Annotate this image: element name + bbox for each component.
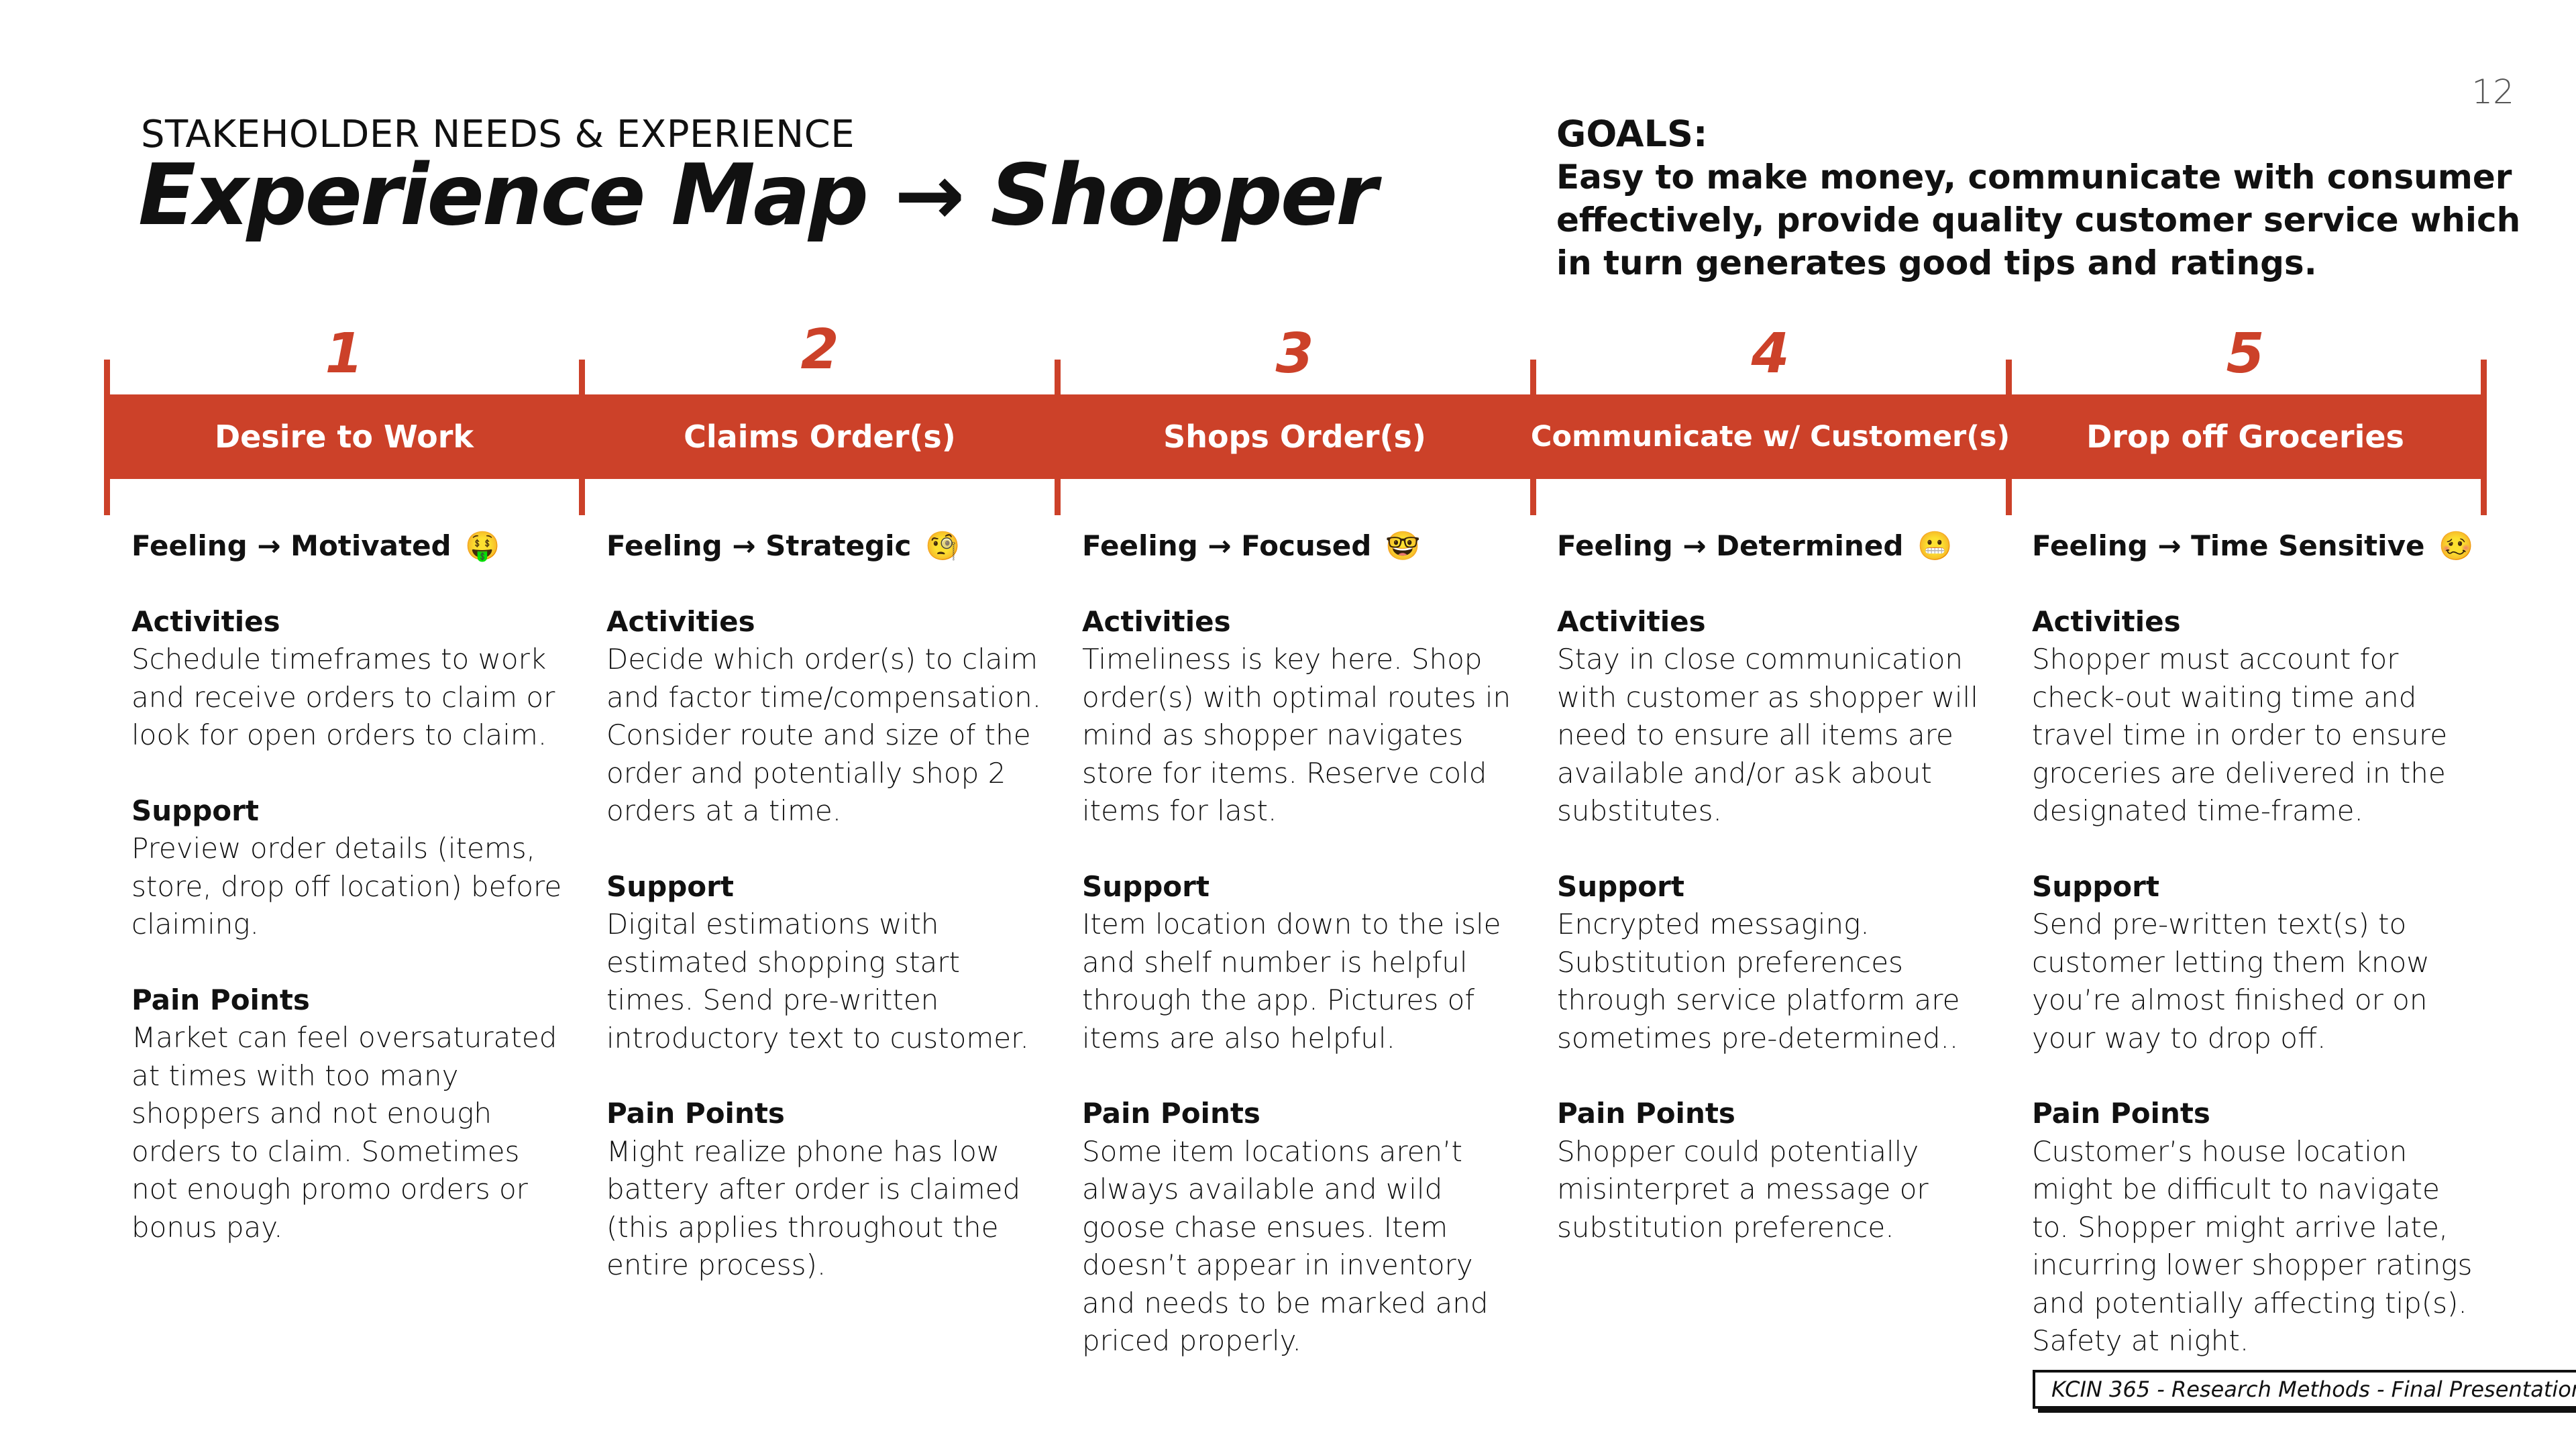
- activities-title: Activities: [131, 604, 280, 638]
- support-title: Support: [1557, 869, 1684, 903]
- goals-text: Easy to make money, communicate with con…: [1556, 158, 2521, 282]
- support-title: Support: [1082, 869, 1210, 903]
- feeling-line: Feeling → Determined 😬: [1557, 527, 2000, 566]
- woozy-face-emoji-icon: 🥴: [2438, 529, 2474, 562]
- step-label: Desire to Work: [214, 419, 474, 455]
- feeling-text: Feeling → Determined: [1557, 529, 1904, 562]
- feeling-line: Feeling → Strategic 🧐: [606, 527, 1049, 566]
- nerd-face-emoji-icon: 🤓: [1385, 529, 1421, 562]
- footer-course-label: KCIN 365 - Research Methods - Final Pres…: [2033, 1370, 2576, 1409]
- feeling-text: Feeling → Focused: [1082, 529, 1372, 562]
- money-face-emoji-icon: 🤑: [465, 529, 500, 562]
- step-number: 3: [1275, 322, 1314, 386]
- support-text: Preview order details (items, store, dro…: [131, 832, 562, 941]
- section-overline: STAKEHOLDER NEEDS & EXPERIENCE: [141, 113, 855, 156]
- step-column: Feeling → Focused 🤓 Activities Timelines…: [1082, 527, 1525, 1398]
- timeline-tick: [2481, 360, 2487, 515]
- support-text: Digital estimations with estimated shopp…: [606, 908, 1029, 1055]
- goals-block: GOALS: Easy to make money, communicate w…: [1556, 113, 2529, 284]
- pain-points-text: Market can feel oversaturated at times w…: [131, 1021, 557, 1244]
- feeling-text: Feeling → Motivated: [131, 529, 451, 562]
- grimacing-face-emoji-icon: 😬: [1917, 529, 1953, 562]
- feeling-text: Feeling → Time Sensitive: [2032, 529, 2425, 562]
- step-column: Feeling → Strategic 🧐 Activities Decide …: [606, 527, 1049, 1322]
- step-column: Feeling → Determined 😬 Activities Stay i…: [1557, 527, 2000, 1284]
- step-label: Shops Order(s): [1163, 419, 1426, 455]
- feeling-text: Feeling → Strategic: [606, 529, 912, 562]
- activities-text: Shopper must account for check-out waiti…: [2032, 643, 2448, 827]
- support-text: Encrypted messaging. Substitution prefer…: [1557, 908, 1960, 1055]
- activities-title: Activities: [1082, 604, 1231, 638]
- activities-text: Decide which order(s) to claim and facto…: [606, 643, 1042, 827]
- activities-text: Timeliness is key here. Shop order(s) wi…: [1082, 643, 1511, 827]
- activities-title: Activities: [1557, 604, 1706, 638]
- activities-title: Activities: [606, 604, 755, 638]
- step-number: 5: [2226, 322, 2265, 386]
- pain-points-text: Customer’s house location might be diffi…: [2032, 1134, 2473, 1358]
- pain-points-title: Pain Points: [606, 1097, 785, 1130]
- support-title: Support: [2032, 869, 2159, 903]
- step-column: Feeling → Motivated 🤑 Activities Schedul…: [131, 527, 574, 1284]
- activities-text: Stay in close communication with custome…: [1557, 643, 1978, 827]
- activities-title: Activities: [2032, 604, 2181, 638]
- monocle-face-emoji-icon: 🧐: [925, 529, 961, 562]
- step-number: 1: [325, 322, 364, 386]
- timeline-tick: [104, 360, 110, 515]
- feeling-line: Feeling → Time Sensitive 🥴: [2032, 527, 2475, 566]
- step-number: 4: [1751, 322, 1790, 386]
- support-title: Support: [131, 794, 259, 827]
- timeline-tick: [579, 360, 585, 515]
- support-text: Send pre-written text(s) to customer let…: [2032, 908, 2430, 1055]
- pain-points-title: Pain Points: [2032, 1097, 2210, 1130]
- step-column: Feeling → Time Sensitive 🥴 Activities Sh…: [2032, 527, 2475, 1398]
- pain-points-title: Pain Points: [131, 983, 310, 1016]
- step-label: Drop off Groceries: [2086, 419, 2404, 455]
- pain-points-title: Pain Points: [1082, 1097, 1260, 1130]
- goals-heading: GOALS:: [1556, 113, 1708, 155]
- support-text: Item location down to the isle and shelf…: [1082, 908, 1501, 1055]
- timeline-bar: [106, 394, 2486, 479]
- timeline-tick: [1055, 360, 1061, 515]
- feeling-line: Feeling → Focused 🤓: [1082, 527, 1525, 566]
- pain-points-text: Shopper could potentially misinterpret a…: [1557, 1134, 1929, 1244]
- support-title: Support: [606, 869, 734, 903]
- feeling-line: Feeling → Motivated 🤑: [131, 527, 574, 566]
- activities-text: Schedule timeframes to work and receive …: [131, 643, 555, 751]
- page-number: 12: [2471, 72, 2514, 111]
- timeline-tick: [1530, 360, 1536, 515]
- page-title: Experience Map → Shopper: [138, 146, 1377, 244]
- step-label: Communicate w/ Customer(s): [1530, 420, 2010, 453]
- pain-points-title: Pain Points: [1557, 1097, 1735, 1130]
- timeline-tick: [2006, 360, 2012, 515]
- step-number: 2: [800, 318, 839, 382]
- pain-points-text: Some item locations aren’t always availa…: [1082, 1134, 1489, 1358]
- step-label: Claims Order(s): [684, 419, 956, 455]
- pain-points-text: Might realize phone has low battery afte…: [606, 1134, 1021, 1282]
